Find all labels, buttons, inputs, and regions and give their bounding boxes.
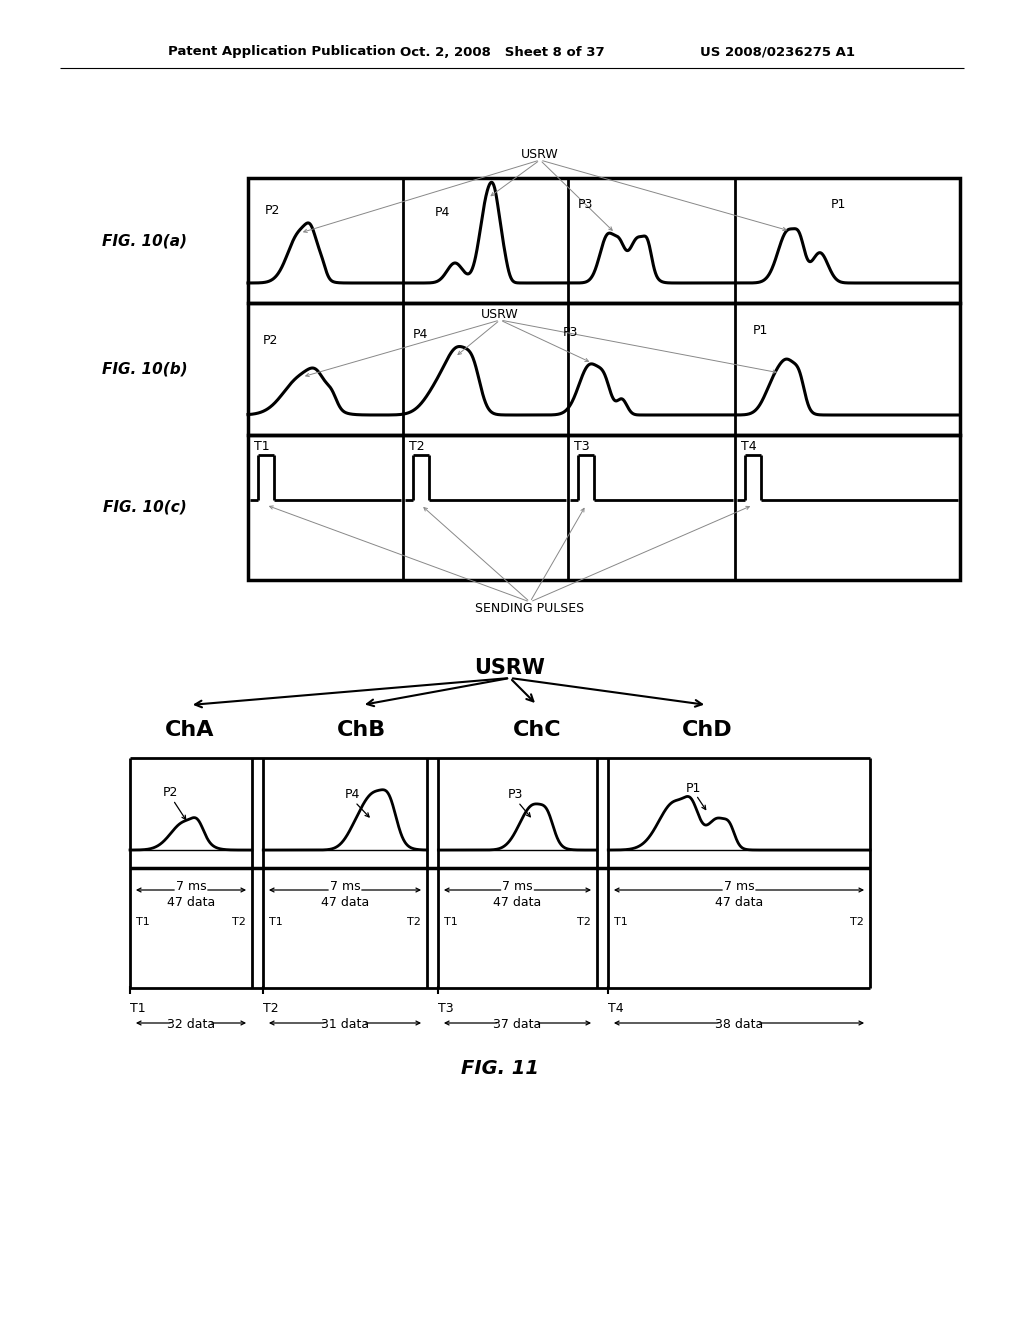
Text: T2: T2	[409, 441, 425, 454]
Text: T4: T4	[608, 1002, 624, 1015]
Text: ChB: ChB	[337, 719, 387, 741]
Text: 31 data: 31 data	[321, 1019, 369, 1031]
Text: 47 data: 47 data	[167, 896, 215, 909]
Text: 37 data: 37 data	[494, 1019, 542, 1031]
Text: 7 ms: 7 ms	[330, 879, 360, 892]
Text: FIG. 10(a): FIG. 10(a)	[102, 234, 187, 248]
Text: P3: P3	[507, 788, 522, 801]
Text: Patent Application Publication: Patent Application Publication	[168, 45, 395, 58]
Bar	[248, 436, 961, 579]
Bar	[248, 304, 961, 436]
Text: T2: T2	[263, 1002, 279, 1015]
Text: ChC: ChC	[513, 719, 561, 741]
Text: P1: P1	[753, 323, 768, 337]
Text: T1: T1	[269, 917, 283, 927]
Text: 7 ms: 7 ms	[502, 879, 532, 892]
Text: P2: P2	[163, 787, 178, 800]
Text: 47 data: 47 data	[715, 896, 763, 909]
Text: P2: P2	[262, 334, 278, 346]
Text: P4: P4	[344, 788, 359, 801]
Text: 32 data: 32 data	[167, 1019, 215, 1031]
Text: 7 ms: 7 ms	[724, 879, 755, 892]
Text: FIG. 10(b): FIG. 10(b)	[102, 362, 187, 376]
Text: USRW: USRW	[474, 657, 546, 678]
Text: T1: T1	[444, 917, 458, 927]
Text: USRW: USRW	[481, 309, 519, 322]
Bar	[248, 178, 961, 304]
Text: 47 data: 47 data	[321, 896, 369, 909]
Text: T4: T4	[741, 441, 757, 454]
Text: 7 ms: 7 ms	[176, 879, 206, 892]
Text: T3: T3	[574, 441, 590, 454]
Text: T2: T2	[850, 917, 864, 927]
Text: T2: T2	[232, 917, 246, 927]
Text: USRW: USRW	[521, 149, 559, 161]
Text: P4: P4	[434, 206, 450, 219]
Text: T1: T1	[136, 917, 150, 927]
Text: T1: T1	[614, 917, 628, 927]
Text: P1: P1	[830, 198, 846, 211]
Text: P3: P3	[578, 198, 593, 211]
Text: US 2008/0236275 A1: US 2008/0236275 A1	[700, 45, 855, 58]
Text: P1: P1	[685, 781, 700, 795]
Text: T1: T1	[254, 441, 269, 454]
Text: T2: T2	[578, 917, 591, 927]
Text: 47 data: 47 data	[494, 896, 542, 909]
Text: T3: T3	[438, 1002, 454, 1015]
Text: 38 data: 38 data	[715, 1019, 763, 1031]
Text: ChA: ChA	[165, 719, 215, 741]
Text: T1: T1	[130, 1002, 145, 1015]
Text: FIG. 11: FIG. 11	[461, 1059, 539, 1077]
Text: Oct. 2, 2008   Sheet 8 of 37: Oct. 2, 2008 Sheet 8 of 37	[400, 45, 604, 58]
Text: P4: P4	[413, 329, 428, 342]
Text: ChD: ChD	[682, 719, 732, 741]
Text: T2: T2	[408, 917, 421, 927]
Text: P2: P2	[264, 203, 280, 216]
Text: FIG. 10(c): FIG. 10(c)	[103, 500, 186, 515]
Text: P3: P3	[562, 326, 578, 339]
Text: SENDING PULSES: SENDING PULSES	[475, 602, 585, 615]
